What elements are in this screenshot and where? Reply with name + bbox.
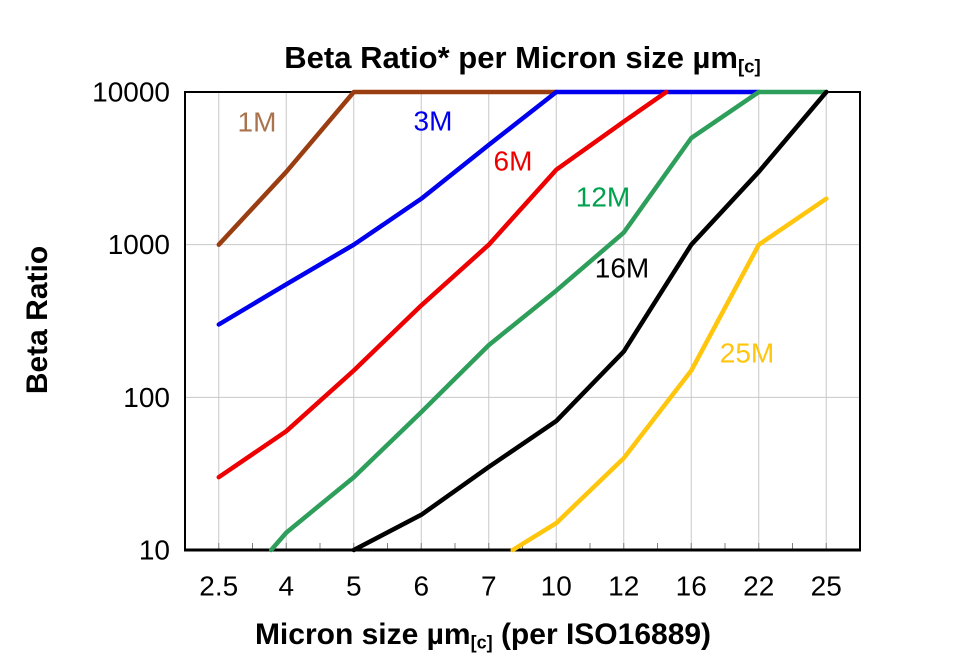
x-tick-label: 5 bbox=[346, 571, 362, 602]
chart-title: Beta Ratio* per Micron size µm[c] bbox=[185, 40, 860, 78]
x-tick-label: 16 bbox=[676, 571, 707, 602]
series-line-3m bbox=[216, 89, 762, 327]
series-line-6m bbox=[216, 89, 669, 480]
y-tick-label: 10000 bbox=[92, 77, 170, 108]
series-label-16m: 16M bbox=[595, 253, 649, 284]
series-line-16m bbox=[351, 89, 829, 553]
series-line-1m bbox=[216, 89, 559, 247]
x-tick-label: 10 bbox=[541, 571, 572, 602]
x-axis-title-text: Micron size µm bbox=[254, 618, 471, 651]
x-tick-label: 2.5 bbox=[199, 571, 238, 602]
x-tick-label: 25 bbox=[811, 571, 842, 602]
x-tick-label: 22 bbox=[743, 571, 774, 602]
series-label-25m: 25M bbox=[720, 338, 774, 369]
x-tick-label: 7 bbox=[481, 571, 497, 602]
series-label-12m: 12M bbox=[576, 182, 630, 213]
series-label-6m: 6M bbox=[494, 146, 533, 177]
series-label-1m: 1M bbox=[238, 107, 277, 138]
x-axis-title: Micron size µm[c] (per ISO16889) bbox=[0, 618, 966, 654]
series-line-25m bbox=[510, 196, 829, 553]
x-tick-label: 6 bbox=[413, 571, 429, 602]
y-tick-label: 10 bbox=[139, 535, 170, 566]
series-label-3m: 3M bbox=[414, 106, 453, 137]
x-tick-label: 4 bbox=[278, 571, 294, 602]
x-axis-title-suffix: (per ISO16889) bbox=[492, 618, 712, 651]
series-line-12m bbox=[268, 89, 829, 553]
y-tick-label: 100 bbox=[123, 382, 170, 413]
x-axis-title-subscript: [c] bbox=[470, 632, 493, 653]
y-tick-label: 1000 bbox=[108, 229, 170, 260]
chart-title-text: Beta Ratio* per Micron size µm bbox=[284, 40, 738, 75]
x-tick-label: 12 bbox=[608, 571, 639, 602]
chart-title-subscript: [c] bbox=[737, 55, 761, 77]
